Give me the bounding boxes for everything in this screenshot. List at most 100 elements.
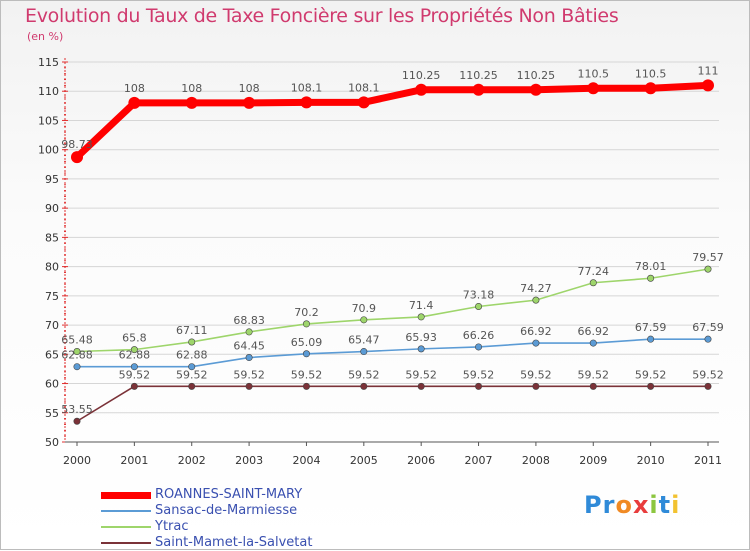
data-point — [532, 382, 540, 390]
data-point — [702, 79, 714, 92]
data-point — [188, 382, 196, 390]
y-tick-label: 105 — [38, 114, 59, 127]
x-tick-label: 2001 — [120, 454, 148, 467]
data-point — [245, 354, 253, 362]
data-label: 59.52 — [692, 368, 724, 381]
data-label: 65.48 — [61, 334, 93, 347]
data-point — [587, 82, 600, 95]
y-tick-label: 60 — [45, 378, 59, 391]
line-chart: 50 55 60 65 70 75 80 85 90 95 100 105 110 115 2000 2001… — [38, 56, 724, 467]
y-unit-label: (en %) — [27, 30, 64, 43]
data-label: 67.59 — [692, 321, 724, 334]
y-tick-label: 85 — [45, 231, 59, 244]
data-point — [73, 363, 81, 371]
y-tick-label: 70 — [45, 319, 59, 332]
data-point — [360, 316, 368, 324]
data-point — [302, 382, 310, 390]
data-label: 110.5 — [578, 67, 610, 80]
data-label: 59.52 — [348, 368, 380, 381]
data-point — [475, 382, 483, 390]
y-tick-label: 90 — [45, 202, 59, 215]
y-tick-label: 95 — [45, 173, 59, 186]
legend-label: ROANNES-SAINT-MARY — [155, 487, 303, 502]
data-point — [589, 339, 597, 347]
data-point — [245, 328, 253, 336]
x-tick-label: 2009 — [579, 454, 607, 467]
data-point — [589, 279, 597, 287]
data-label: 110.25 — [517, 69, 556, 82]
data-point — [128, 96, 141, 109]
data-point — [130, 363, 138, 371]
series-roannes-saint-mary — [71, 79, 714, 164]
data-labels: 98.73 108 108 108 108.1 108.1 110.25 110.25 110.… — [61, 64, 724, 416]
y-tick-label: 110 — [38, 85, 59, 98]
data-point — [417, 345, 425, 353]
data-label: 62.88 — [119, 349, 151, 362]
legend-label: Sansac-de-Marmiesse — [155, 503, 298, 518]
chart-title: Evolution du Taux de Taxe Foncière sur l… — [25, 5, 619, 27]
legend-label: Ytrac — [155, 519, 189, 534]
data-point — [415, 83, 428, 96]
x-tick-label: 2003 — [235, 454, 263, 467]
data-point — [589, 382, 597, 390]
data-point — [302, 320, 310, 328]
data-point — [532, 296, 540, 304]
y-tick-label: 80 — [45, 261, 59, 274]
data-point — [130, 346, 138, 354]
data-label: 110.5 — [635, 67, 667, 80]
y-tick-label: 55 — [45, 407, 59, 420]
data-point — [532, 339, 540, 347]
data-label: 70.2 — [294, 306, 319, 319]
x-tick-label: 2007 — [465, 454, 493, 467]
data-label: 65.8 — [122, 332, 147, 345]
data-label: 77.24 — [578, 265, 610, 278]
data-point — [300, 96, 313, 109]
data-label: 59.52 — [119, 368, 151, 381]
data-label: 71.4 — [409, 299, 434, 312]
logo-letter: i — [671, 491, 681, 519]
data-label: 74.27 — [520, 282, 552, 295]
data-point — [647, 274, 655, 282]
data-label: 67.11 — [176, 324, 208, 337]
data-label: 73.18 — [463, 288, 495, 301]
data-point — [417, 382, 425, 390]
series-line — [73, 81, 712, 161]
data-label: 62.88 — [176, 349, 208, 362]
data-label: 59.52 — [176, 368, 208, 381]
x-tick-label: 2010 — [637, 454, 665, 467]
legend-swatch — [101, 542, 151, 544]
data-point — [357, 96, 370, 109]
data-point — [417, 313, 425, 321]
x-tick-label: 2000 — [63, 454, 91, 467]
data-label: 108.1 — [291, 81, 323, 94]
x-tick-label: 2006 — [407, 454, 435, 467]
data-label: 67.59 — [635, 321, 667, 334]
logo-letter: o — [615, 491, 633, 519]
series-ytrac — [73, 265, 712, 356]
data-label: 108.1 — [348, 81, 380, 94]
data-label: 59.52 — [635, 368, 667, 381]
logo-letter: r — [602, 491, 616, 519]
data-point — [188, 338, 196, 346]
data-label: 66.26 — [463, 329, 495, 342]
data-label: 110.25 — [402, 69, 441, 82]
data-label: 66.92 — [578, 325, 610, 338]
legend-swatch — [101, 510, 151, 512]
data-point — [647, 382, 655, 390]
x-tick-label: 2002 — [178, 454, 206, 467]
data-point — [302, 350, 310, 358]
data-label: 59.52 — [520, 368, 552, 381]
series-line — [77, 338, 708, 368]
y-tick-label: 100 — [38, 144, 59, 157]
data-point — [73, 348, 81, 356]
data-point — [130, 382, 138, 390]
logo-letter: x — [632, 491, 650, 519]
data-point — [704, 382, 712, 390]
data-label: 111 — [698, 64, 719, 77]
data-label: 59.52 — [291, 368, 323, 381]
logo-letter: i — [649, 491, 659, 519]
data-point — [73, 417, 81, 425]
x-tick-label: 2005 — [350, 454, 378, 467]
y-tick-label: 50 — [45, 436, 59, 449]
